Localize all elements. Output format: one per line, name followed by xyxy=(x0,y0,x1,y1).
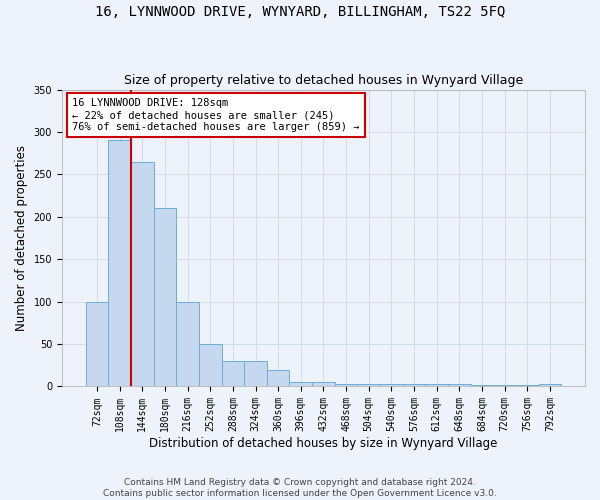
Bar xyxy=(403,384,425,386)
Bar xyxy=(425,384,448,386)
Bar xyxy=(86,302,109,386)
Bar xyxy=(109,140,131,386)
Bar xyxy=(199,344,221,387)
Bar xyxy=(312,382,335,386)
Y-axis label: Number of detached properties: Number of detached properties xyxy=(15,145,28,331)
Bar xyxy=(154,208,176,386)
Bar xyxy=(470,385,493,386)
Bar xyxy=(289,382,312,386)
X-axis label: Distribution of detached houses by size in Wynyard Village: Distribution of detached houses by size … xyxy=(149,437,497,450)
Bar xyxy=(176,302,199,386)
Bar xyxy=(267,370,289,386)
Bar xyxy=(516,385,539,386)
Bar xyxy=(221,361,244,386)
Text: 16 LYNNWOOD DRIVE: 128sqm
← 22% of detached houses are smaller (245)
76% of semi: 16 LYNNWOOD DRIVE: 128sqm ← 22% of detac… xyxy=(73,98,360,132)
Title: Size of property relative to detached houses in Wynyard Village: Size of property relative to detached ho… xyxy=(124,74,523,87)
Bar xyxy=(539,384,561,386)
Bar xyxy=(335,384,358,386)
Bar xyxy=(380,384,403,386)
Bar xyxy=(131,162,154,386)
Bar xyxy=(493,385,516,386)
Text: 16, LYNNWOOD DRIVE, WYNYARD, BILLINGHAM, TS22 5FQ: 16, LYNNWOOD DRIVE, WYNYARD, BILLINGHAM,… xyxy=(95,5,505,19)
Bar xyxy=(244,361,267,386)
Text: Contains HM Land Registry data © Crown copyright and database right 2024.
Contai: Contains HM Land Registry data © Crown c… xyxy=(103,478,497,498)
Bar xyxy=(448,384,470,386)
Bar xyxy=(358,384,380,386)
